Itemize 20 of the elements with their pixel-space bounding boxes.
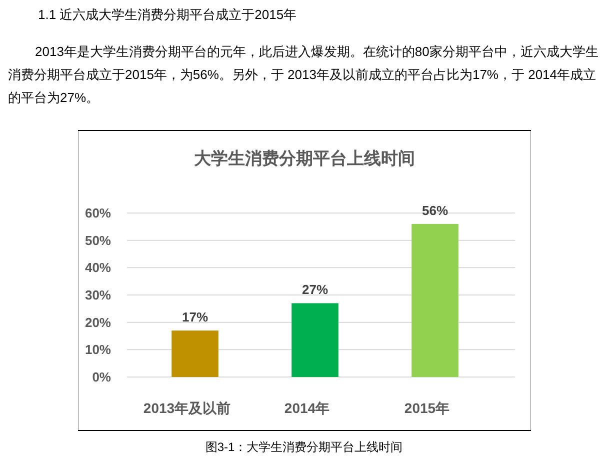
chart-title: 大学生消费分期平台上线时间	[194, 149, 415, 168]
caption: 图3-1：大学生消费分期平台上线时间	[204, 439, 404, 456]
data-label: 27%	[302, 282, 328, 298]
text: 1.1 近六成大学生消费分期平台成立于2015年	[38, 6, 298, 24]
bar	[172, 330, 218, 377]
y-tick-label: 20%	[84, 314, 112, 330]
x-tick-label: 2015年	[404, 400, 450, 416]
y-tick-label: 30%	[84, 288, 112, 302]
data-label: 56%	[422, 202, 448, 218]
y-tick-label: 50%	[84, 232, 112, 248]
y-tick-label: 40%	[84, 260, 112, 276]
data-label: 17%	[182, 310, 208, 325]
y-tick-label: 0%	[92, 370, 112, 384]
y-tick-label: 60%	[84, 206, 112, 220]
bar	[292, 303, 338, 377]
x-tick-label: 2013年及以前	[143, 400, 231, 416]
text: 2013年是大学生消费分期平台的元年，此后进入爆发期。在统计的80家分期平台中，近六成大学生消费分期平台成立于2015年，为56%。另外，于 2013年及以前成立的平台占比为17%，于 2014年成立的平台为27%。	[8, 43, 600, 107]
bar	[412, 224, 458, 377]
x-tick-label: 2014年	[284, 400, 330, 416]
y-tick-label: 10%	[84, 342, 112, 358]
